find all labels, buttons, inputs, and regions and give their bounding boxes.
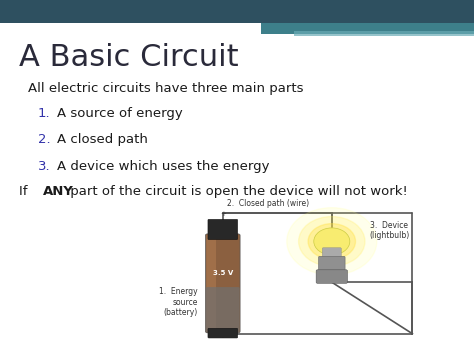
Text: 3.  Device
(lightbulb): 3. Device (lightbulb) bbox=[370, 221, 410, 240]
Circle shape bbox=[308, 224, 356, 259]
Circle shape bbox=[299, 217, 365, 266]
FancyBboxPatch shape bbox=[316, 270, 347, 283]
Text: If: If bbox=[19, 185, 32, 198]
FancyBboxPatch shape bbox=[206, 235, 216, 332]
Text: All electric circuits have three main parts: All electric circuits have three main pa… bbox=[28, 82, 304, 95]
Circle shape bbox=[314, 228, 350, 255]
Text: 3.5 V: 3.5 V bbox=[213, 270, 233, 276]
Text: 3.: 3. bbox=[38, 160, 51, 173]
FancyBboxPatch shape bbox=[322, 248, 341, 258]
Circle shape bbox=[318, 231, 346, 252]
FancyBboxPatch shape bbox=[206, 287, 240, 332]
Text: 1.  Energy
source
(battery): 1. Energy source (battery) bbox=[159, 287, 198, 317]
Text: 2.  Closed path (wire): 2. Closed path (wire) bbox=[227, 199, 309, 208]
Circle shape bbox=[287, 208, 377, 275]
FancyBboxPatch shape bbox=[294, 31, 474, 36]
FancyBboxPatch shape bbox=[319, 256, 345, 273]
Text: A Basic Circuit: A Basic Circuit bbox=[19, 43, 238, 72]
Text: +: + bbox=[220, 211, 226, 217]
FancyBboxPatch shape bbox=[205, 234, 240, 333]
FancyBboxPatch shape bbox=[0, 0, 474, 23]
Text: ANY: ANY bbox=[43, 185, 73, 198]
Text: A source of energy: A source of energy bbox=[57, 106, 182, 120]
Text: A device which uses the energy: A device which uses the energy bbox=[57, 160, 269, 173]
FancyBboxPatch shape bbox=[208, 219, 237, 240]
FancyBboxPatch shape bbox=[208, 328, 237, 338]
Text: 1.: 1. bbox=[38, 106, 51, 120]
Text: 2.: 2. bbox=[38, 133, 51, 146]
Text: A closed path: A closed path bbox=[57, 133, 148, 146]
Text: part of the circuit is open the device will not work!: part of the circuit is open the device w… bbox=[66, 185, 408, 198]
FancyBboxPatch shape bbox=[261, 23, 474, 34]
